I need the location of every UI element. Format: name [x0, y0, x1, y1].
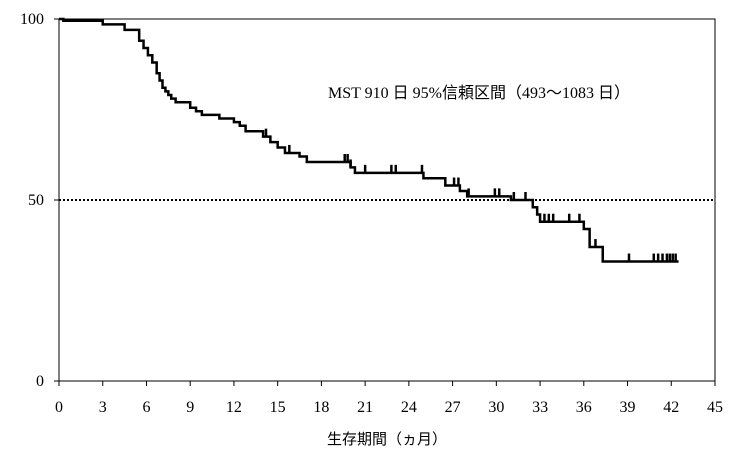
- x-tick-label: 36: [576, 399, 592, 416]
- x-tick-label: 18: [313, 399, 329, 416]
- x-axis-label: 生存期間（ヵ月）: [327, 431, 447, 448]
- x-tick-label: 24: [401, 399, 417, 416]
- x-tick-label: 0: [55, 399, 63, 416]
- x-tick-label: 15: [270, 399, 286, 416]
- x-tick-label: 21: [357, 399, 373, 416]
- mst-annotation: MST 910 日 95%信頼区間（493～1083 日）: [328, 84, 630, 102]
- x-tick-label: 45: [707, 399, 723, 416]
- x-tick-label: 6: [142, 399, 150, 416]
- x-tick-label: 30: [488, 399, 504, 416]
- x-tick-label: 39: [620, 399, 636, 416]
- x-tick-label: 42: [663, 399, 679, 416]
- y-tick-label: 50: [28, 192, 44, 209]
- x-tick-label: 3: [99, 399, 107, 416]
- y-tick-label: 0: [36, 373, 44, 390]
- x-tick-label: 33: [532, 399, 548, 416]
- x-tick-label: 12: [226, 399, 242, 416]
- survival-curve: [59, 17, 679, 263]
- x-tick-label: 9: [186, 399, 194, 416]
- x-tick-label: 27: [445, 399, 461, 416]
- y-tick-label: 100: [20, 11, 44, 28]
